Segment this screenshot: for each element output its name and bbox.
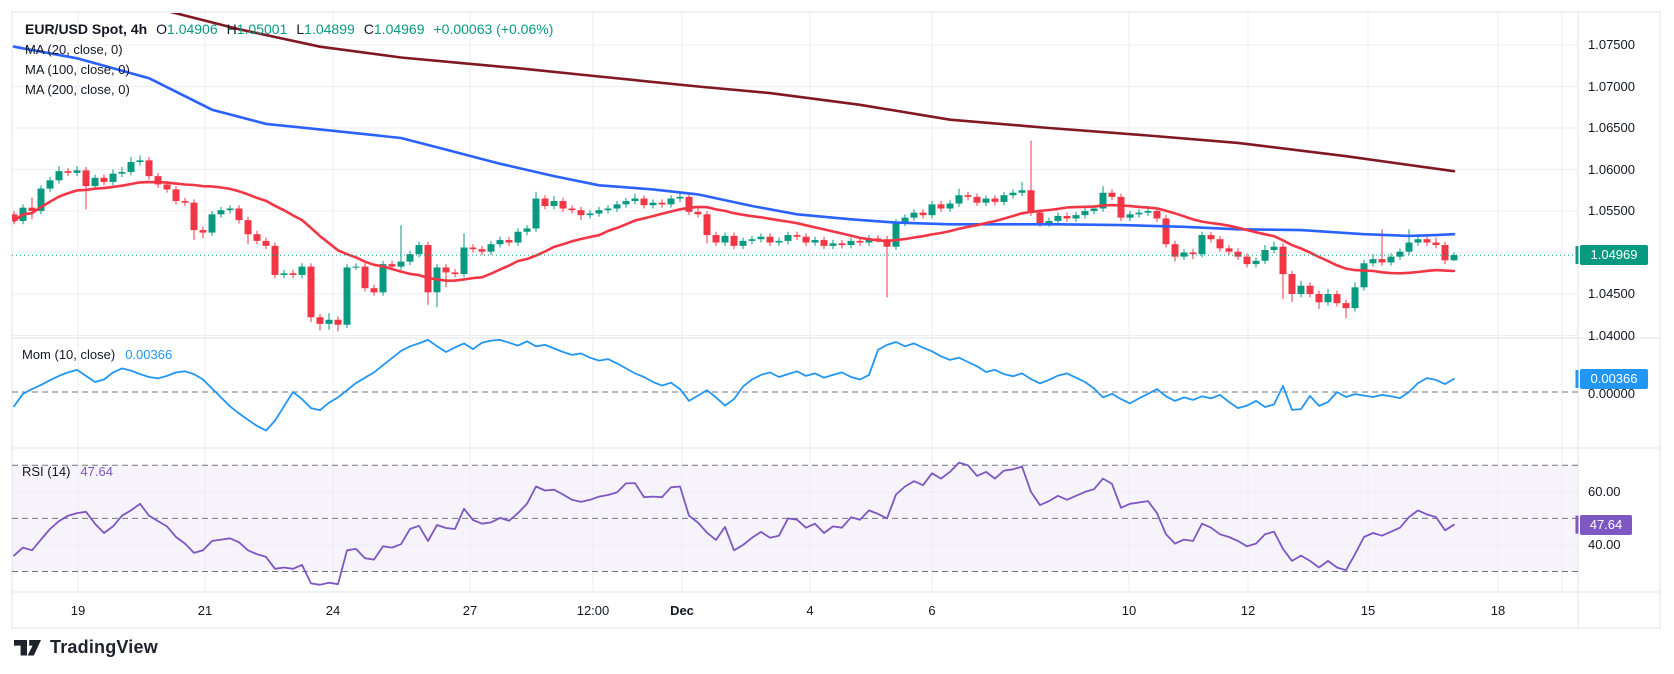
momentum-zero-label: 0.00000 [1588, 386, 1635, 401]
time-axis-label: 27 [462, 603, 478, 618]
time-axis-label: 12:00 [576, 603, 610, 618]
price-axis-label: 1.04500 [1588, 286, 1635, 301]
price-axis-label: 1.06000 [1588, 161, 1635, 177]
time-axis-label: 15 [1360, 603, 1376, 618]
last-price-badge: 1.04969 [1580, 245, 1648, 266]
ohlc-open: O1.04906 [156, 21, 218, 37]
price-axis-label: 1.07500 [1588, 37, 1635, 52]
tradingview-logo[interactable]: TradingView [14, 637, 158, 658]
rsi-axis-label: 60.00 [1588, 483, 1621, 499]
time-axis-label: Dec [670, 603, 694, 618]
time-axis-label: 12 [1240, 603, 1256, 618]
price-axis-label: 1.04000 [1588, 327, 1635, 343]
time-axis-label: 6 [928, 603, 936, 618]
tradingview-logo-icon [14, 639, 41, 655]
price-axis-label: 1.05500 [1588, 203, 1635, 218]
time-axis-label: 18 [1490, 603, 1506, 618]
momentum-value-badge: 0.00366 [1580, 368, 1648, 389]
time-axis-label: 24 [325, 603, 341, 618]
time-axis-label: 10 [1121, 603, 1137, 618]
time-axis-label: 4 [806, 603, 814, 618]
rsi-axis-label: 40.00 [1588, 536, 1621, 552]
legend-ma100[interactable]: MA (100, close, 0) [25, 62, 130, 77]
legend-ma200[interactable]: MA (200, close, 0) [25, 82, 130, 97]
rsi-value-badge: 47.64 [1580, 514, 1632, 535]
tradingview-logo-text: TradingView [50, 637, 158, 657]
time-axis-label: 21 [197, 603, 213, 618]
symbol-title[interactable]: EUR/USD Spot, 4h [25, 21, 148, 37]
price-axis-label: 1.07000 [1588, 78, 1635, 94]
chart-legend: EUR/USD Spot, 4h O1.04906 H1.05001 L1.04… [25, 20, 553, 38]
ohlc-close: C1.04969 [363, 21, 425, 37]
time-axis-label: 19 [70, 603, 86, 618]
ohlc-high: H1.05001 [226, 21, 288, 37]
ohlc-low: L1.04899 [296, 21, 355, 37]
momentum-legend[interactable]: Mom (10, close) 0.00366 [22, 347, 173, 362]
legend-ma20[interactable]: MA (20, close, 0) [25, 42, 123, 57]
price-axis-label: 1.06500 [1588, 120, 1635, 135]
rsi-legend[interactable]: RSI (14) 47.64 [22, 464, 113, 479]
change-value: +0.00063 (+0.06%) [433, 21, 554, 37]
